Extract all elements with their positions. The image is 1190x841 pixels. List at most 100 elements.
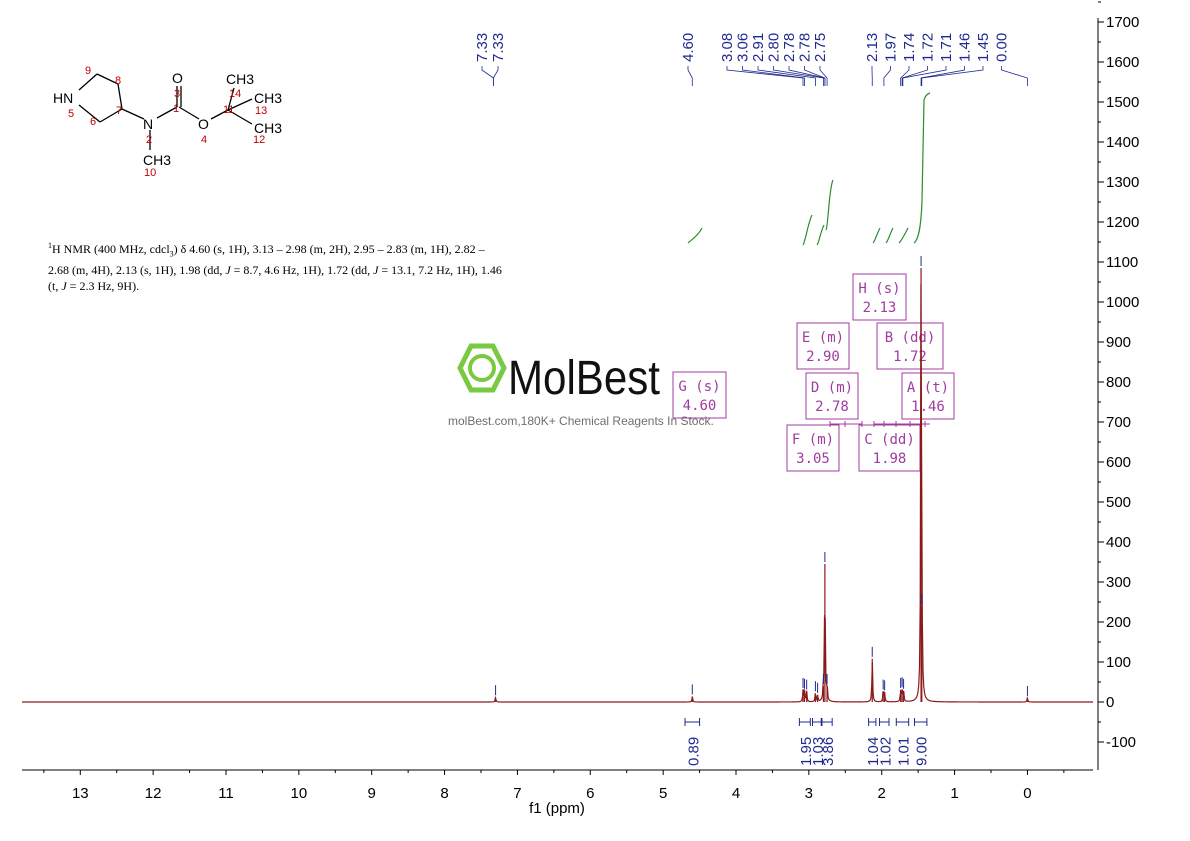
peak-labels: 7.33 7.33 4.60 3.083.062.912.802.782.782.75… [474,33,1028,86]
x-tick-label: 2 [878,785,886,802]
peak-label: 2.80 [766,33,783,62]
multiplet-box [796,322,850,370]
atom-nh: HN [53,90,73,106]
multiplet-box [672,371,727,419]
peak-label-connector [920,66,965,86]
multiplet-box-value: 1.46 [911,399,945,415]
multiplet-box-value: 2.90 [806,349,840,365]
integral-curve [872,227,881,244]
y-tick-label: 1000 [1106,294,1139,311]
integral-label: 3.86 [820,737,837,766]
peak-label: 2.75 [812,33,829,62]
integral-curve [825,179,834,231]
peak-label-connector [921,66,984,86]
integral-curve [913,92,931,244]
peak-label: 1.71 [938,33,955,62]
y-tick-label: 200 [1106,614,1131,631]
integral-curve [816,224,825,246]
peak-label-connector [481,66,494,86]
y-tick-label: 500 [1106,494,1131,511]
peak-label-connector [726,66,804,86]
peak-label-connector [492,66,499,86]
y-tick-label: 800 [1106,374,1131,391]
peak-label-connector [819,66,828,86]
peak-label-connector [902,66,947,86]
x-tick-label: 3 [805,785,813,802]
multiplet-box [876,322,944,370]
watermark: MolBest molBest.com,180K+ Chemical Reage… [448,338,748,433]
peak-label-connector [900,66,910,86]
peak-label: 3.06 [735,33,752,62]
atom-number: 11 [223,104,234,116]
x-tick-label: 5 [659,785,667,802]
desc-superscript: 1 [48,241,52,250]
benzene-logo-icon [457,343,507,393]
atom-ch3-lower: CH3 [254,120,282,136]
multiplet-box-value: 2.78 [815,399,849,415]
integral-curve [898,227,909,244]
atom-ch3-right: CH3 [254,90,282,106]
y-tick-label: 300 [1106,574,1131,591]
peak-label: 0.00 [994,33,1011,62]
peak-label: 1.97 [883,33,900,62]
multiplet-box-label: B (dd) [885,330,936,346]
peak-label: 1.46 [957,33,974,62]
spectrum [22,256,1093,703]
integral-brackets: 0.89 1.951.033.86 1.041.02 1.01 9.00 [684,718,931,766]
multiplet-box-label: G (s) [678,379,720,395]
integral-label: 9.00 [914,737,931,766]
brand-name: MolBest [508,352,660,405]
x-tick-label: 12 [145,785,162,802]
y-tick-label: 1100 [1106,254,1138,271]
desc-text: = 2.3 Hz, 9H). [66,279,140,294]
peak-label: 7.33 [490,33,507,62]
atom-o-ester: O [198,116,209,132]
x-tick-label: 0 [1023,785,1031,802]
peak-label-connector [757,66,816,86]
atom-number: 5 [68,108,74,120]
atom-number: 1 [173,103,179,115]
axes: 13 12 11 10 9 8 7 6 5 4 3 2 1 0f1 (ppm)-1000100200300… [22,1,1139,817]
atom-number: 4 [201,134,207,146]
multiplet-box-value: 3.05 [796,451,830,467]
x-tick-label: 7 [513,785,521,802]
x-tick-label: 1 [950,785,958,802]
desc-text: H NMR (400 MHz, cdcl [52,242,170,256]
desc-italic-j: J [61,279,67,294]
multiplet-box-label: A (t) [907,380,949,396]
atom-number: 3 [174,88,180,100]
multiplet-box [805,372,859,420]
peak-label-connector [687,66,693,86]
peak-label-connector [883,66,891,86]
spectrum-line [22,284,1093,703]
atom-number: 8 [115,75,121,87]
peak-label: 2.91 [750,33,767,62]
y-tick-label: 700 [1106,414,1131,431]
integral-curves [687,92,931,246]
atom-number: 2 [146,134,152,146]
integral-label: 1.95 [798,737,815,766]
atom-o-carbonyl: O [172,70,183,86]
watermark-tagline: molBest.com,180K+ Chemical Reagents In S… [448,414,714,428]
peak-label: 4.60 [680,33,697,62]
spectrum-peak-spikes [494,268,1029,702]
y-tick-label: 1200 [1106,214,1139,231]
integral-label: 1.02 [877,737,894,766]
atom-number: 7 [116,105,122,117]
integral-curve [885,227,894,244]
peak-label-connector [773,66,824,86]
peak-label: 1.72 [920,33,937,62]
multiplet-box-value: 1.72 [893,349,927,365]
desc-text: ) δ 4.60 (s, 1H), 3.13 – 2.98 (m, 2H), 2… [173,242,485,256]
atom-number: 9 [85,65,91,77]
nmr-description: 1H NMR (400 MHz, cdcl3) δ 4.60 (s, 1H), … [48,238,608,294]
desc-italic-j: J [225,263,231,278]
peak-label: 2.78 [797,33,814,62]
x-tick-label: 10 [291,785,308,802]
desc-text: = 13.1, 7.2 Hz, 1H), 1.46 [378,263,502,278]
multiplet-box-label: F (m) [792,432,834,448]
x-axis-label: f1 (ppm) [529,800,585,817]
multiplet-boxes: H (s) 2.13 E (m) 2.90 B (dd) 1.72 G (s) 4.60 D (… [672,273,955,472]
molbest-logo: MolBest [457,343,660,405]
peak-label-connector [804,66,826,86]
